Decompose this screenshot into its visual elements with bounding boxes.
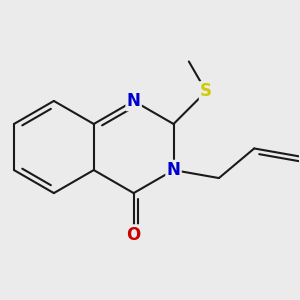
- Text: O: O: [127, 226, 141, 244]
- Text: N: N: [127, 92, 141, 110]
- Text: N: N: [167, 161, 181, 179]
- Text: S: S: [200, 82, 212, 100]
